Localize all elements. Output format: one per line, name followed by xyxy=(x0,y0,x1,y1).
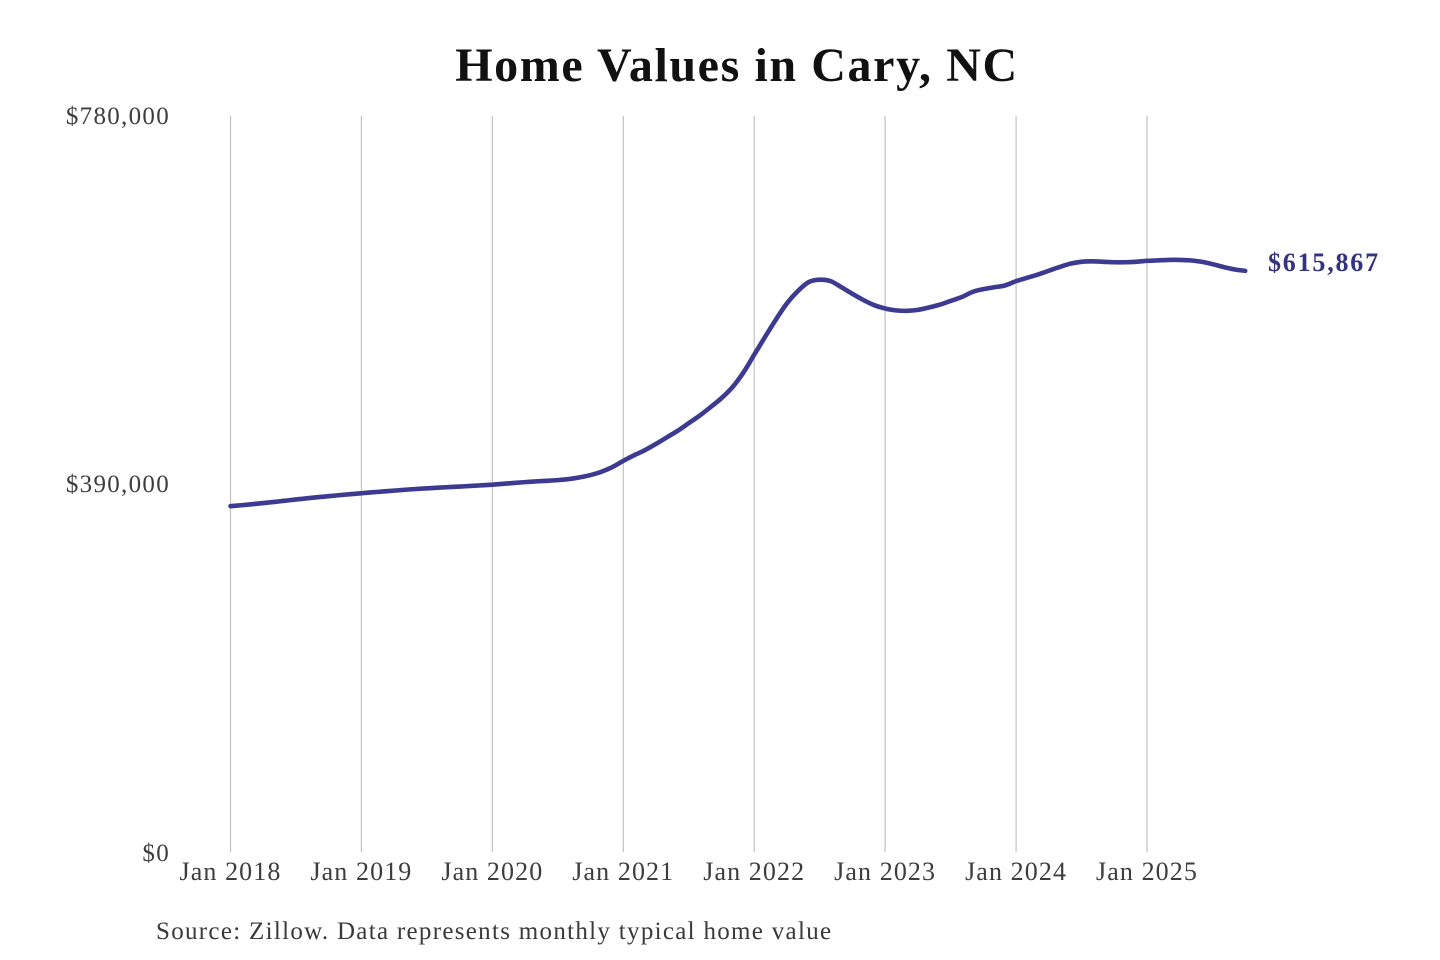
svg-text:$780,000: $780,000 xyxy=(66,103,170,130)
svg-text:$0: $0 xyxy=(142,840,170,867)
svg-text:$390,000: $390,000 xyxy=(66,471,170,498)
svg-text:Jan 2024: Jan 2024 xyxy=(965,857,1067,886)
svg-text:Jan 2025: Jan 2025 xyxy=(1096,857,1198,886)
svg-text:Jan 2019: Jan 2019 xyxy=(310,857,412,886)
svg-text:Home Values in Cary, NC: Home Values in Cary, NC xyxy=(455,39,1019,92)
svg-text:Jan 2018: Jan 2018 xyxy=(180,857,282,886)
svg-text:Jan 2022: Jan 2022 xyxy=(703,857,805,886)
svg-text:$615,867: $615,867 xyxy=(1268,248,1380,277)
svg-text:Source: Zillow. Data represent: Source: Zillow. Data represents monthly … xyxy=(156,918,832,945)
svg-text:Jan 2020: Jan 2020 xyxy=(441,857,543,886)
svg-text:Jan 2021: Jan 2021 xyxy=(572,857,674,886)
svg-text:Jan 2023: Jan 2023 xyxy=(834,857,936,886)
